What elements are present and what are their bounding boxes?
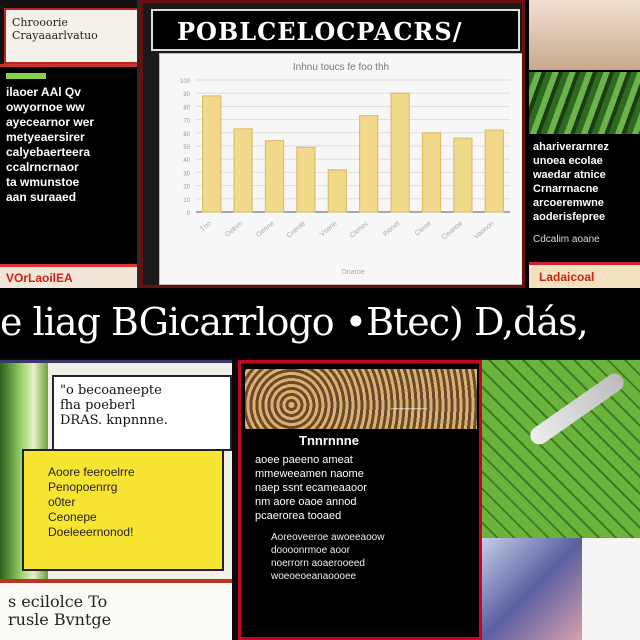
y-tick-label: 80 bbox=[183, 105, 190, 111]
bar bbox=[390, 92, 410, 213]
bar bbox=[453, 137, 473, 213]
card-chart: POBLCELOCPACRS/ Inhnu toucs fe foo thh 0 1… bbox=[140, 0, 525, 288]
x-tick-label: Oenne bbox=[255, 220, 276, 239]
card-footer-text: VOrLaoilEA bbox=[6, 271, 73, 285]
x-tick-label: Tno bbox=[199, 220, 213, 233]
card-note: Cdcalim aoane bbox=[533, 234, 600, 245]
x-tick-label: Clenec bbox=[349, 220, 371, 240]
card-body-text-2: Aoreoveeroe awoeeaoow doooonrmoe aoor no… bbox=[271, 532, 385, 582]
snake-photo bbox=[245, 369, 477, 429]
chart-title-box: POBLCELOCPACRS/ bbox=[151, 9, 520, 51]
caption-box: "o becoaneepte fha poeberl DRAS. knpnnne… bbox=[52, 375, 232, 451]
y-tick-label: 70 bbox=[183, 119, 190, 125]
bar bbox=[327, 169, 347, 213]
mini-chart bbox=[582, 538, 640, 640]
card-top-left: Chrooorie Crayaaarlvatuo ilaoer AAl Qv o… bbox=[0, 0, 140, 288]
bar bbox=[296, 146, 316, 213]
card-body-text: aoee paeeno ameat mmeweeamen naome naep … bbox=[255, 454, 367, 522]
x-tick-label: Ceanoe bbox=[441, 220, 464, 241]
bar bbox=[264, 140, 285, 213]
bar bbox=[421, 132, 442, 213]
y-tick-label: 10 bbox=[183, 198, 190, 204]
x-tick-label: Vsenn bbox=[319, 220, 339, 238]
bar bbox=[202, 95, 222, 213]
card-top-right: ahariverarnrez unoea ecolae waedar atnic… bbox=[525, 0, 640, 288]
x-tick-label: Oelnm bbox=[224, 220, 244, 239]
y-tick-label: 20 bbox=[183, 185, 190, 191]
card-header-text: Chrooorie Crayaaarlvatuo bbox=[12, 16, 98, 42]
y-tick-label: 50 bbox=[183, 145, 190, 151]
card-bottom-left: "o becoaneepte fha poeberl DRAS. knpnnne… bbox=[0, 360, 232, 640]
card-footer-text: Ladaicoal bbox=[539, 270, 595, 284]
bar-chart: Inhnu toucs fe foo thh 0 10 20 30 40 50 60 70 80 9… bbox=[180, 62, 510, 276]
y-tick-label: 40 bbox=[183, 158, 190, 164]
card-body-text: ahariverarnrez unoea ecolae waedar atnic… bbox=[533, 141, 609, 223]
caption-text: "o becoaneepte fha poeberl DRAS. knpnnne… bbox=[60, 383, 168, 428]
banner: e liag BGicarrlogo •Btec) D,dás, bbox=[0, 288, 640, 358]
y-tick-label: 90 bbox=[183, 92, 190, 98]
y-tick-label: 30 bbox=[183, 171, 190, 177]
tissue-photo bbox=[482, 538, 582, 640]
bar bbox=[233, 128, 253, 213]
yellow-note-text: Aoore feeroelrre Penopoenrrg o0ter Ceone… bbox=[48, 465, 135, 539]
chart-plot-area: Inhnu toucs fe foo thh 0 10 20 30 40 50 60 70 80 9… bbox=[159, 53, 522, 285]
x-tick-label: Cteoe bbox=[414, 220, 433, 237]
bar bbox=[359, 115, 379, 213]
leaf-photo bbox=[529, 72, 640, 134]
card-heading: Tnnrnnne bbox=[299, 433, 359, 448]
bar bbox=[484, 129, 504, 213]
x-tick-label: Cnenle bbox=[286, 220, 308, 240]
photo-label: ———— bbox=[391, 403, 427, 413]
card-footer-text: s ecilolce To rusle Bvntge bbox=[8, 592, 112, 629]
card-footer: Ladaicoal bbox=[529, 262, 640, 288]
yellow-note: Aoore feeroelrre Penopoenrrg o0ter Ceone… bbox=[22, 449, 224, 571]
poster-title: POBLCELOCPACRS/ bbox=[177, 17, 463, 46]
card-body-text: ilaoer AAl Qv owyornoe ww ayecearnor wer… bbox=[6, 85, 95, 204]
card-body: ilaoer AAl Qv owyornoe ww ayecearnor wer… bbox=[0, 64, 137, 267]
tag-bar bbox=[6, 73, 46, 79]
chart-title: Inhnu toucs fe foo thh bbox=[293, 62, 389, 73]
banner-text: e liag BGicarrlogo •Btec) D,dás, bbox=[0, 300, 589, 344]
card-bottom-right bbox=[482, 360, 640, 640]
y-tick-label: 60 bbox=[183, 132, 190, 138]
x-tick-label: Ihonet bbox=[382, 220, 401, 238]
x-axis-label: Onaroe bbox=[341, 269, 364, 276]
card-header: Chrooorie Crayaaarlvatuo bbox=[4, 8, 137, 64]
x-tick-label: Vaonon bbox=[473, 220, 496, 241]
y-tick-label: 100 bbox=[180, 79, 191, 85]
y-tick-label: 0 bbox=[187, 211, 191, 217]
card-footer: VOrLaoilEA bbox=[0, 264, 137, 288]
card-bottom-middle: ———— Tnnrnnne aoee paeeno ameat mmeweeam… bbox=[238, 360, 482, 640]
reed-photo bbox=[529, 0, 640, 70]
card-footer: s ecilolce To rusle Bvntge bbox=[0, 579, 232, 640]
